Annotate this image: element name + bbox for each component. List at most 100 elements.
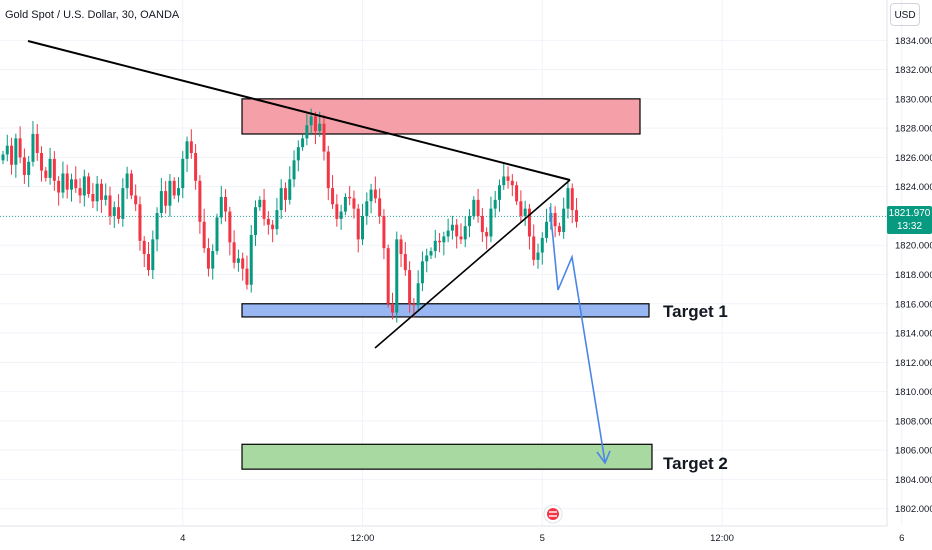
last-price-value: 1821.970 bbox=[888, 208, 931, 219]
candle-body bbox=[416, 283, 420, 306]
candle-body bbox=[74, 179, 78, 189]
candle-body bbox=[472, 199, 476, 216]
candle-body bbox=[65, 173, 69, 190]
candle-body bbox=[236, 258, 240, 263]
candle-body bbox=[254, 207, 258, 235]
candle-body bbox=[506, 176, 510, 181]
event-marker-dot bbox=[547, 508, 559, 520]
candle-body bbox=[292, 160, 296, 180]
y-tick-label: 1806.000 bbox=[895, 446, 932, 457]
candle-body bbox=[164, 191, 168, 206]
projection-path bbox=[549, 206, 606, 463]
candle-body bbox=[271, 224, 275, 230]
candle-body bbox=[301, 138, 305, 148]
candle-body bbox=[326, 151, 330, 189]
candle-body bbox=[52, 158, 56, 181]
candle-body bbox=[35, 133, 39, 154]
candle-body bbox=[5, 145, 9, 155]
candle-body bbox=[219, 196, 223, 218]
candle-body bbox=[194, 153, 198, 181]
candle-body bbox=[27, 161, 31, 175]
candle-body bbox=[296, 147, 300, 161]
candle-body bbox=[78, 188, 82, 196]
candle-body bbox=[485, 232, 489, 237]
candle-body bbox=[412, 303, 416, 306]
candle-body bbox=[44, 170, 48, 178]
candle-body bbox=[151, 239, 155, 271]
candle-body bbox=[493, 199, 497, 209]
trendline-drawings: Target 1 Target 2 bbox=[27, 40, 728, 473]
candle-body bbox=[420, 261, 424, 284]
projection-arrowhead bbox=[596, 450, 611, 465]
candle-body bbox=[515, 185, 519, 202]
candle-body bbox=[69, 179, 73, 190]
candle-body bbox=[266, 218, 270, 225]
candle-body bbox=[545, 221, 549, 238]
candle-body bbox=[356, 208, 360, 240]
candle-body bbox=[527, 208, 531, 237]
candle-body bbox=[408, 270, 412, 304]
candle-body bbox=[202, 221, 206, 249]
event-flag-icon bbox=[543, 504, 563, 524]
y-tick-label: 1824.000 bbox=[895, 182, 932, 193]
candle-body bbox=[176, 188, 180, 196]
candle-body bbox=[211, 251, 215, 269]
candle-body bbox=[438, 240, 442, 243]
candle-body bbox=[446, 230, 450, 237]
candle-body bbox=[566, 188, 570, 209]
candle-body bbox=[95, 183, 99, 202]
candle-body bbox=[313, 116, 317, 132]
candle-body bbox=[575, 210, 579, 222]
candle-body bbox=[352, 198, 356, 209]
candle-body bbox=[48, 158, 52, 178]
candle-body bbox=[331, 188, 335, 205]
candle-body bbox=[361, 215, 365, 240]
target1-label: Target 1 bbox=[663, 302, 728, 321]
y-tick-label: 1826.000 bbox=[895, 153, 932, 164]
candle-body bbox=[463, 226, 467, 240]
candle-body bbox=[480, 215, 484, 233]
candle-body bbox=[425, 255, 429, 262]
currency-button[interactable]: USD bbox=[890, 3, 920, 26]
x-tick-label: 4 bbox=[180, 533, 185, 544]
candle-body bbox=[468, 215, 472, 227]
candle-body bbox=[305, 125, 309, 139]
last-price-tag: 1821.970 13:32 bbox=[887, 206, 932, 234]
candle-body bbox=[489, 208, 493, 237]
candle-body bbox=[288, 179, 292, 200]
candle-body bbox=[215, 217, 219, 252]
y-tick-label: 1828.000 bbox=[895, 124, 932, 135]
candle-body bbox=[1, 154, 5, 161]
candle-body bbox=[275, 210, 279, 230]
y-tick-label: 1812.000 bbox=[895, 358, 932, 369]
candle-body bbox=[172, 180, 176, 196]
candle-body bbox=[335, 204, 339, 219]
candle-body bbox=[395, 239, 399, 313]
candle-body bbox=[262, 199, 266, 219]
candle-body bbox=[476, 199, 480, 216]
candle-body bbox=[134, 195, 138, 205]
y-tick-label: 1818.000 bbox=[895, 270, 932, 281]
candle-body bbox=[382, 215, 386, 249]
candle-body bbox=[459, 236, 463, 240]
candle-body bbox=[532, 236, 536, 260]
candle-body bbox=[403, 254, 407, 271]
candle-body bbox=[147, 254, 151, 271]
candle-body bbox=[540, 237, 544, 253]
candle-body bbox=[502, 176, 506, 186]
candle-body bbox=[241, 258, 245, 269]
target1-zone bbox=[241, 303, 650, 318]
candle-body bbox=[373, 189, 377, 199]
candle-body bbox=[185, 141, 189, 159]
y-tick-label: 1832.000 bbox=[895, 65, 932, 76]
candle-body bbox=[168, 180, 172, 206]
candle-body bbox=[523, 208, 527, 216]
y-tick-label: 1804.000 bbox=[895, 475, 932, 486]
y-tick-label: 1810.000 bbox=[895, 387, 932, 398]
candle-body bbox=[22, 157, 26, 175]
x-tick-label: 6 bbox=[899, 533, 904, 544]
y-tick-label: 1834.000 bbox=[895, 36, 932, 47]
candle-body bbox=[279, 188, 283, 211]
descending-trendline bbox=[27, 40, 571, 181]
